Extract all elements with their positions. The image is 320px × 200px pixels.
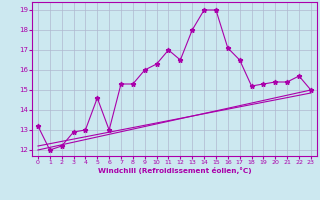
X-axis label: Windchill (Refroidissement éolien,°C): Windchill (Refroidissement éolien,°C) [98, 167, 251, 174]
